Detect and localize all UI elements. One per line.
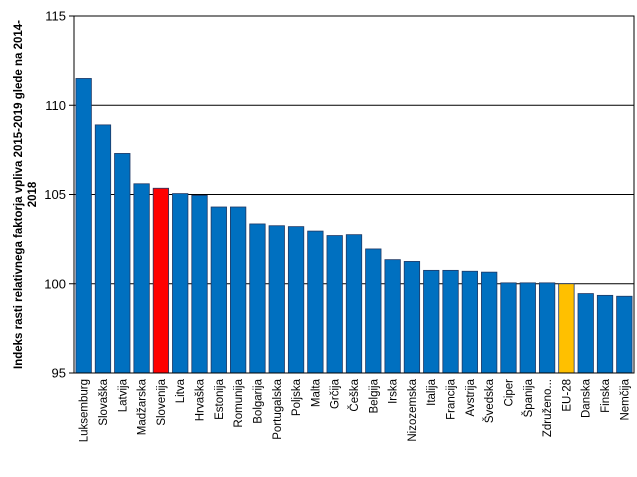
x-category-label: Francija xyxy=(446,378,458,420)
bar xyxy=(500,282,517,374)
x-category-label: Češka xyxy=(348,378,361,411)
y-tick-label: 95 xyxy=(52,366,66,381)
x-category-label: Portugalska xyxy=(272,378,284,439)
x-category-label: Estonija xyxy=(214,378,226,420)
x-category-label: Švedska xyxy=(483,378,496,423)
y-tick-label: 100 xyxy=(44,276,66,291)
bar xyxy=(133,183,150,374)
x-category-label: Ciper xyxy=(503,379,515,407)
bar xyxy=(230,206,247,374)
x-category-label: Latvija xyxy=(117,378,129,412)
bar xyxy=(152,187,170,374)
bar xyxy=(345,234,363,374)
x-category-label: Španija xyxy=(522,378,535,417)
y-axis-title: Indeks rasti relativnega faktorja vpliva… xyxy=(13,20,39,369)
bar xyxy=(596,294,614,374)
bars xyxy=(75,78,633,374)
bar xyxy=(481,271,498,374)
y-tick-label: 115 xyxy=(45,9,66,24)
x-category-label: Nizozemska xyxy=(407,378,419,441)
x-category-label: Združeno... xyxy=(542,379,554,437)
plot-area-frame xyxy=(73,15,635,374)
y-axis-title-line: Indeks rasti relativnega faktorja vpliva… xyxy=(13,20,25,369)
bar xyxy=(519,282,536,374)
x-category-label: Poljska xyxy=(291,378,303,416)
y-tick-label: 110 xyxy=(45,98,66,113)
bar xyxy=(210,206,227,374)
x-category-label: Slovaška xyxy=(98,378,110,425)
x-category-label: Luksemburg xyxy=(79,379,91,442)
bar xyxy=(616,295,633,374)
x-category-label: Danska xyxy=(581,378,593,418)
x-category-label: Bolgarija xyxy=(252,378,264,423)
bar xyxy=(403,261,421,374)
x-category-label: Hrvaška xyxy=(195,378,207,421)
x-category-label: Malta xyxy=(310,378,322,407)
bar xyxy=(577,293,594,374)
bar xyxy=(423,269,440,374)
bar xyxy=(249,223,266,374)
x-category-label: EU-28 xyxy=(561,379,573,412)
x-category-label: Avstrija xyxy=(465,378,477,416)
x-axis-labels: Luksemburg Slovaška Latvija Madžarska Sloven… xyxy=(79,378,632,442)
x-category-label: Nemčija xyxy=(619,378,631,420)
bar xyxy=(442,269,459,374)
x-category-label: Italija xyxy=(426,378,438,405)
x-category-label: Madžarska xyxy=(137,378,149,435)
bar xyxy=(287,226,305,374)
bar xyxy=(172,193,189,374)
x-category-label: Romunija xyxy=(233,378,245,427)
x-category-label: Belgija xyxy=(368,378,380,413)
y-axis-title-line: 2018 xyxy=(27,181,39,207)
bar xyxy=(94,124,112,374)
bar xyxy=(307,230,324,374)
bar xyxy=(75,78,92,374)
bar xyxy=(191,194,208,374)
y-tick-label: 105 xyxy=(44,187,66,202)
y-axis-ticks: 95 100 105 110 115 xyxy=(44,9,74,381)
bar xyxy=(365,248,382,374)
x-category-label: Grčija xyxy=(330,378,342,409)
bar xyxy=(538,282,556,374)
bar xyxy=(326,235,343,374)
x-category-label: Finska xyxy=(600,378,612,412)
x-category-label: Slovenija xyxy=(156,378,168,425)
bar xyxy=(558,283,575,374)
bar xyxy=(114,153,131,374)
x-category-label: Litva xyxy=(175,378,187,403)
x-category-label: Irska xyxy=(388,378,400,404)
bar xyxy=(461,270,478,374)
bar xyxy=(384,259,401,374)
bar xyxy=(268,225,285,374)
